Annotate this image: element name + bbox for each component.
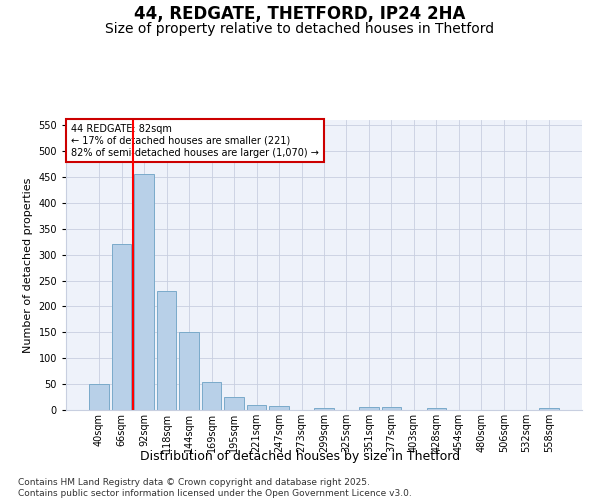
- Bar: [247, 405, 266, 410]
- Text: 44 REDGATE: 82sqm
← 17% of detached houses are smaller (221)
82% of semi-detache: 44 REDGATE: 82sqm ← 17% of detached hous…: [71, 124, 319, 158]
- Bar: [157, 291, 176, 410]
- Text: 44, REDGATE, THETFORD, IP24 2HA: 44, REDGATE, THETFORD, IP24 2HA: [134, 5, 466, 23]
- Text: Size of property relative to detached houses in Thetford: Size of property relative to detached ho…: [106, 22, 494, 36]
- Bar: [427, 408, 446, 410]
- Bar: [269, 406, 289, 410]
- Bar: [382, 407, 401, 410]
- Bar: [112, 244, 131, 410]
- Bar: [134, 174, 154, 410]
- Y-axis label: Number of detached properties: Number of detached properties: [23, 178, 33, 352]
- Bar: [314, 408, 334, 410]
- Bar: [359, 407, 379, 410]
- Bar: [89, 384, 109, 410]
- Text: Distribution of detached houses by size in Thetford: Distribution of detached houses by size …: [140, 450, 460, 463]
- Bar: [179, 332, 199, 410]
- Bar: [202, 382, 221, 410]
- Bar: [539, 408, 559, 410]
- Bar: [224, 397, 244, 410]
- Text: Contains HM Land Registry data © Crown copyright and database right 2025.
Contai: Contains HM Land Registry data © Crown c…: [18, 478, 412, 498]
